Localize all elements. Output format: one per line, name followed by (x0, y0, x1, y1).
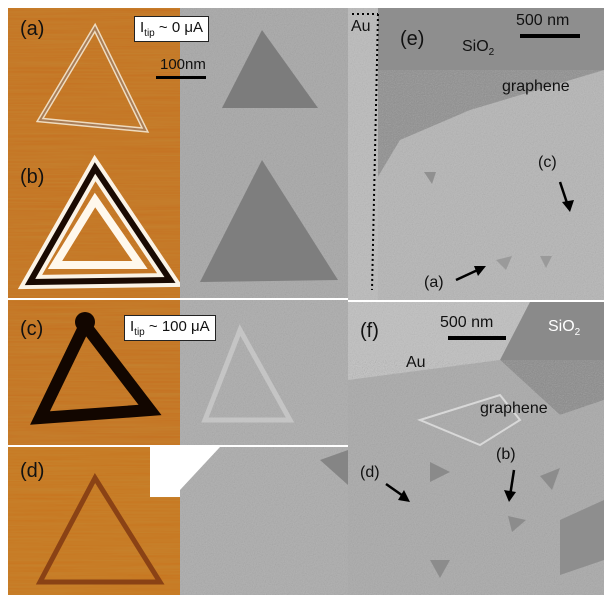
arrow-f-d (385, 482, 410, 502)
current-symbol: I (140, 19, 145, 36)
arrow-label-e-a: (a) (424, 274, 444, 291)
arrow-label-e-c: (c) (538, 154, 557, 171)
afm-panel-c (8, 300, 180, 445)
graphene-label-e: graphene (502, 78, 570, 95)
sem-panel-d (180, 447, 348, 595)
sem-panel-a-b (180, 8, 348, 298)
current-value: ~ 100 μA (144, 318, 210, 335)
current-symbol: I (130, 318, 135, 335)
panel-label-d: (d) (20, 460, 45, 482)
au-label-e: Au (351, 18, 371, 35)
sem-panel-e (348, 8, 604, 300)
panel-label-b: (b) (20, 166, 45, 188)
sio2-text: SiO (548, 318, 575, 335)
afm-panel-d (8, 447, 180, 595)
arrow-f-b (504, 469, 516, 502)
arrow-label-f-d: (d) (360, 464, 380, 481)
current-box-c: Itip ~ 100 μA (124, 315, 216, 341)
afm-panel-b (8, 154, 183, 298)
graphene-label-f: graphene (480, 400, 548, 417)
scalebar-f (448, 336, 506, 340)
panel-label-a: (a) (20, 18, 45, 40)
current-subscript: tip (134, 327, 145, 338)
sio2-label-f: SiO2 (548, 318, 580, 338)
current-value: ~ 0 μA (154, 19, 203, 36)
scalebar-label-e: 500 nm (516, 12, 570, 29)
sem-panel-f (348, 302, 604, 595)
current-subscript: tip (144, 28, 155, 39)
scalebar-label-a: 100nm (160, 56, 206, 73)
au-label-f: Au (406, 354, 426, 371)
sio2-subscript: 2 (488, 47, 495, 59)
scalebar-e (520, 34, 580, 38)
sio2-text: SiO (462, 38, 489, 55)
current-box-a: Itip ~ 0 μA (134, 16, 209, 42)
arrow-e-c (558, 181, 574, 212)
sio2-label-e: SiO2 (462, 38, 494, 58)
scalebar-a (156, 76, 206, 79)
arrow-label-f-b: (b) (496, 446, 516, 463)
panel-label-c: (c) (20, 318, 44, 340)
panel-label-f: (f) (360, 320, 379, 342)
arrow-e-a (455, 266, 486, 282)
sio2-subscript: 2 (574, 327, 581, 339)
scalebar-label-f: 500 nm (440, 314, 494, 331)
panel-label-e: (e) (400, 28, 425, 50)
